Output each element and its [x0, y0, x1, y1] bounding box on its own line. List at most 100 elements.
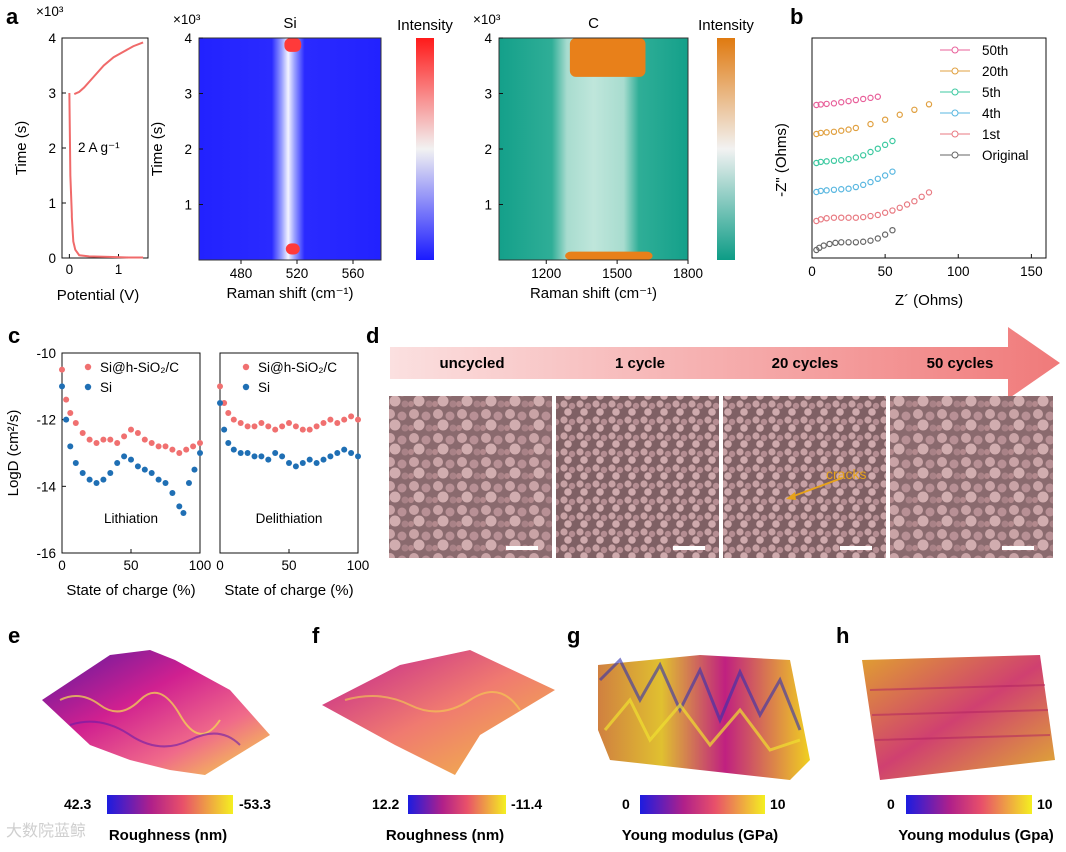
- data-point: [114, 460, 121, 466]
- data-point: [911, 197, 918, 205]
- data-point: [925, 189, 933, 196]
- panel-a-potential-plot: 0 1 2 3 4 0 1 ×10³ Time (s) Potential (V) 2 A g⁻¹: [13, 4, 149, 304]
- data-point: [830, 186, 838, 193]
- data-point: [845, 126, 852, 133]
- intensity-band: [569, 38, 646, 77]
- afm-surface-h: [862, 655, 1055, 780]
- data-point: [852, 239, 860, 246]
- data-point: [185, 480, 192, 486]
- data-point: [191, 466, 198, 473]
- x-axis-label: Raman shift (cm⁻¹): [530, 285, 657, 302]
- data-point: [169, 446, 176, 453]
- data-point: [265, 423, 272, 430]
- x-tick-label: 520: [286, 266, 309, 281]
- colorbar-max: -53.3: [239, 796, 271, 812]
- data-point: [881, 231, 889, 238]
- y-tick-label: 3: [48, 86, 56, 101]
- series-line: [68, 92, 144, 259]
- legend-label: Original: [982, 148, 1029, 163]
- plot-frame: [811, 37, 1047, 259]
- data-point: [859, 152, 867, 159]
- legend-marker: [242, 363, 250, 371]
- data-point: [93, 440, 100, 446]
- data-point: [826, 240, 833, 248]
- data-point: [838, 186, 845, 193]
- data-point: [896, 204, 903, 211]
- panel-c-diffusion-plot: 0 50 100 -10 -12 -14 -16 State of charge (%) Si@…: [5, 346, 369, 599]
- data-point: [176, 450, 183, 456]
- data-point: [817, 216, 824, 223]
- x-tick-label: 50: [123, 558, 138, 573]
- data-point: [874, 93, 882, 100]
- data-point: [903, 201, 911, 208]
- data-point: [830, 100, 838, 107]
- data-point: [845, 214, 852, 221]
- data-point: [859, 95, 867, 103]
- data-point: [355, 416, 361, 423]
- data-point: [251, 423, 258, 430]
- data-point: [272, 426, 279, 433]
- data-point: [830, 214, 838, 221]
- y-tick-label: -16: [36, 546, 56, 561]
- data-point: [230, 416, 237, 423]
- heatmap-image: [199, 38, 381, 260]
- data-point: [341, 416, 348, 423]
- data-point: [162, 443, 169, 450]
- data-point: [148, 470, 155, 476]
- data-point: [881, 172, 889, 179]
- stage-label: uncycled: [439, 355, 504, 372]
- x-tick-label: 50: [878, 264, 893, 279]
- legend-label: Si@h-SiO₂/C: [100, 360, 179, 375]
- colorbar-min: 0: [887, 796, 895, 812]
- data-point: [114, 440, 121, 446]
- legend-label: 20th: [982, 64, 1008, 79]
- data-point: [838, 157, 845, 164]
- panel-label-h: h: [836, 623, 849, 648]
- data-point: [279, 423, 286, 430]
- y-tick-label: -10: [36, 346, 56, 361]
- data-point: [820, 242, 827, 249]
- colorbar-label: Intensity: [397, 17, 453, 34]
- panel-d-sem-images: cracks: [389, 396, 1053, 558]
- data-point: [911, 106, 918, 114]
- data-point: [817, 129, 824, 137]
- colorbar-caption: Young modulus (GPa): [622, 827, 778, 844]
- data-point: [176, 503, 183, 510]
- data-point: [59, 383, 65, 390]
- data-point: [348, 413, 355, 420]
- scale-bar: [840, 546, 872, 550]
- colorbar-caption: Young modulus (Gpa): [898, 827, 1054, 844]
- data-point: [128, 426, 134, 433]
- data-point: [838, 99, 845, 106]
- data-point: [286, 460, 292, 466]
- data-point: [881, 116, 889, 123]
- data-point: [63, 396, 70, 403]
- scale-bar: [506, 546, 538, 550]
- data-point: [341, 446, 348, 453]
- data-point: [867, 120, 874, 128]
- colorbar-g: 0 10 Young modulus (GPa): [622, 795, 786, 844]
- x-axis-label: Raman shift (cm⁻¹): [226, 285, 353, 302]
- x-tick-label: 50: [281, 558, 296, 573]
- data-point: [320, 420, 327, 426]
- intensity-band: [565, 251, 653, 260]
- legend-marker: [951, 151, 959, 159]
- legend-label: 50th: [982, 43, 1008, 58]
- data-point: [852, 183, 860, 191]
- sem-image-50-cycles: [890, 396, 1053, 558]
- data-point: [823, 129, 830, 136]
- colorbar-label: Intensity: [698, 17, 754, 34]
- x-tick-label: 0: [808, 264, 816, 279]
- data-point: [258, 420, 265, 426]
- process-label: Lithiation: [104, 511, 158, 526]
- data-point: [230, 446, 237, 453]
- colorbar-caption: Roughness (nm): [109, 827, 227, 844]
- data-point: [334, 420, 341, 426]
- colorbar-min: 12.2: [372, 796, 399, 812]
- x-tick-label: 560: [342, 266, 365, 281]
- colorbar-min: 0: [622, 796, 630, 812]
- y-axis-label: LogD (cm²/s): [5, 410, 22, 497]
- data-point: [162, 480, 169, 486]
- data-point: [141, 466, 148, 473]
